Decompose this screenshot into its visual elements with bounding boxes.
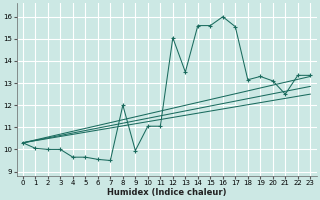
X-axis label: Humidex (Indice chaleur): Humidex (Indice chaleur) [107, 188, 226, 197]
